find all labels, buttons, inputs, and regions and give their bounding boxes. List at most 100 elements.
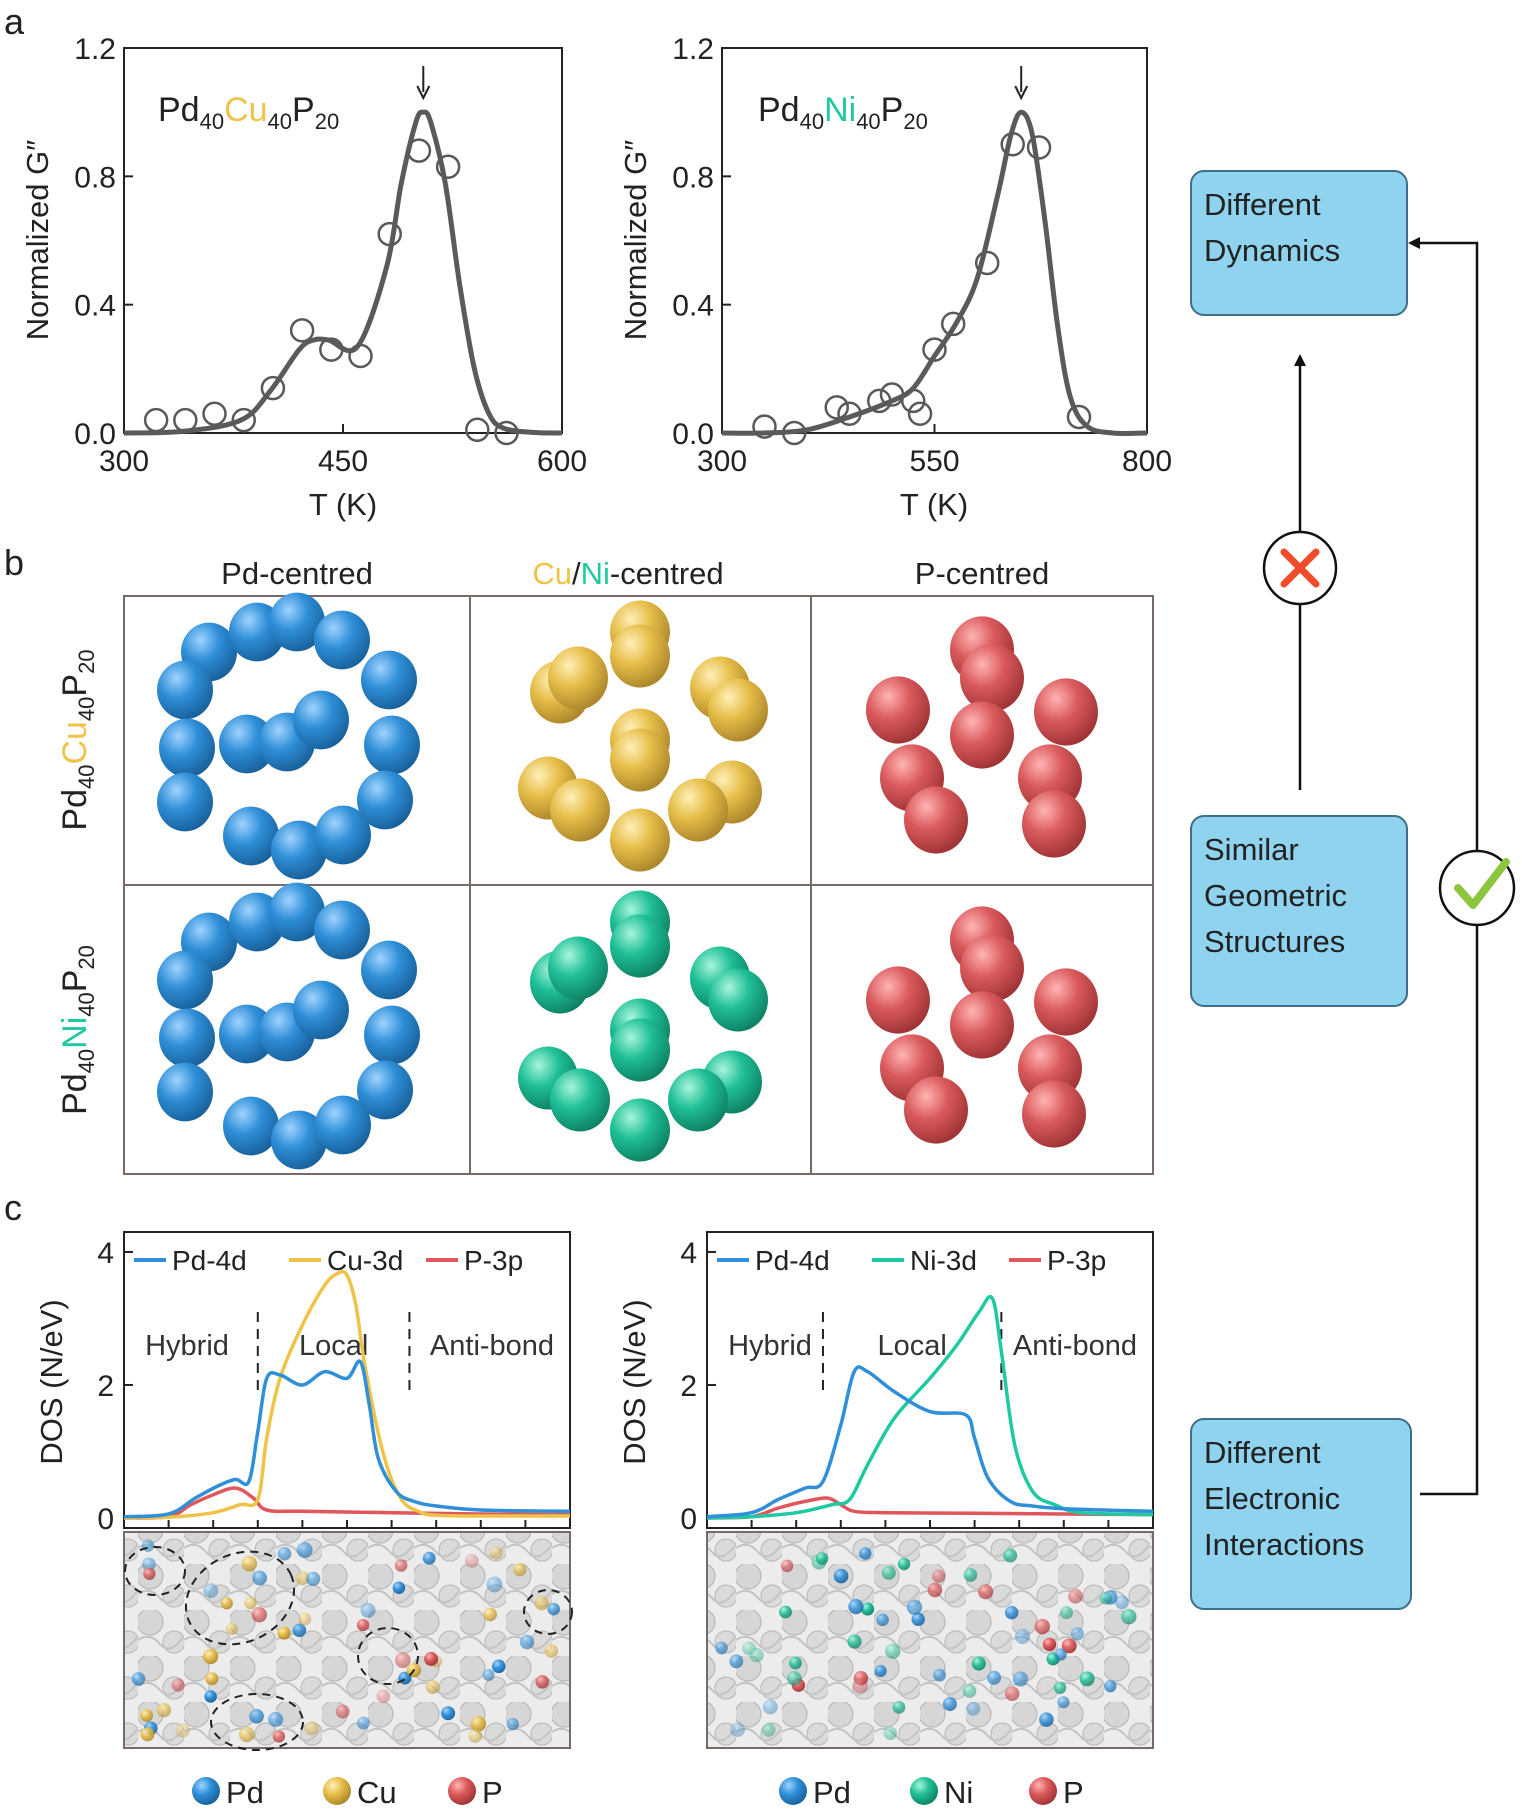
pd-atom <box>730 1722 745 1738</box>
ni-atom <box>815 1552 829 1565</box>
composition-label: Pd40Ni40P20 <box>758 91 928 134</box>
pd-atom <box>306 1571 321 1586</box>
atom-sphere <box>159 718 215 778</box>
p-atom <box>465 1554 479 1568</box>
atom-sphere <box>866 676 930 744</box>
atom-sphere <box>361 650 417 710</box>
ni-atom <box>1003 1548 1018 1563</box>
atom-sphere <box>315 1095 371 1155</box>
legend-label-pd: Pd <box>813 1775 851 1810</box>
ni-atom <box>963 1568 978 1582</box>
y-tick-label: 0.4 <box>672 290 714 323</box>
legend-label: Cu-3d <box>327 1245 403 1276</box>
atom-sphere <box>1022 790 1086 858</box>
ni-atom <box>971 1656 986 1671</box>
pd-atom <box>729 1654 744 1669</box>
data-point <box>465 417 490 443</box>
pd-atom <box>296 1542 313 1558</box>
fit-curve <box>123 109 563 436</box>
data-point <box>837 401 862 426</box>
pd-atom <box>1114 1595 1129 1610</box>
p-atom <box>356 1618 370 1632</box>
pd-atom <box>292 1623 307 1638</box>
box-line: Electronic <box>1204 1481 1341 1516</box>
atom-sphere <box>157 660 213 720</box>
data-point <box>824 395 849 420</box>
pd-atom <box>987 1670 1002 1685</box>
pd-atom <box>392 1581 406 1594</box>
dos-curve-cu-3d <box>123 1269 571 1520</box>
data-point <box>289 318 315 343</box>
pd-atom <box>142 1557 156 1572</box>
pd-atom <box>486 1576 503 1593</box>
pd-atom <box>1012 1671 1029 1687</box>
panel-c: 024 Hybrid Local Anti-bond Pd-4d Cu-3d P-3p … <box>34 1231 1154 1810</box>
p-atom <box>1061 1638 1077 1654</box>
data-point <box>901 388 926 414</box>
pd-centred-cluster <box>157 592 420 880</box>
data-point <box>435 154 461 179</box>
data-point <box>173 407 198 433</box>
cu-atom <box>483 1607 497 1622</box>
data-point <box>494 420 519 446</box>
y-axis-label: Normalized G″ <box>618 140 653 340</box>
cu-atom <box>140 1727 155 1742</box>
atom-sphere <box>610 728 670 792</box>
p-atom <box>1004 1686 1020 1701</box>
atom-sphere <box>1034 678 1098 746</box>
x-tick-label: 600 <box>537 445 587 478</box>
atom-sphere <box>361 940 417 1000</box>
ni-atom <box>789 1656 802 1670</box>
peak-arrow <box>1014 66 1029 101</box>
x-axis-label: T (K) <box>900 487 968 522</box>
p-atom <box>1068 1588 1083 1604</box>
p-atom <box>535 1674 550 1689</box>
pd-atom <box>906 1599 923 1615</box>
legend-label: P-3p <box>1047 1245 1106 1276</box>
data-point <box>143 407 169 433</box>
atom-sphere <box>708 968 768 1032</box>
p-atom <box>272 1730 286 1743</box>
peak-arrow-head <box>416 85 431 101</box>
pd-atom <box>203 1583 219 1599</box>
dos-chart-pdnip: 024 Hybrid Local Anti-bond Pd-4d Ni-3d P-3p … <box>617 1231 1154 1536</box>
atom-sphere <box>223 1096 279 1156</box>
box-line: Different <box>1204 1435 1321 1470</box>
ni-atom <box>1053 1681 1067 1694</box>
atom-sphere <box>223 806 279 866</box>
atom-legend-pdcup: Pd Cu P <box>192 1775 503 1810</box>
ni-atom-icon <box>910 1777 938 1805</box>
atom-sphere <box>550 1068 610 1132</box>
pd-atom-icon <box>779 1777 807 1805</box>
atom-legend-pdnip: Pd Ni P <box>779 1775 1084 1810</box>
cu-atom <box>140 1709 153 1722</box>
cu-atom <box>544 1644 559 1658</box>
pd-atom <box>249 1708 264 1724</box>
cu-atom <box>534 1596 549 1611</box>
region-label: Anti-bond <box>1013 1330 1137 1362</box>
composition-label: Pd40Cu40P20 <box>158 91 339 134</box>
legend-label: Pd-4d <box>755 1245 830 1276</box>
p-atom <box>143 1567 156 1580</box>
atom-sphere <box>157 950 213 1010</box>
atom-sphere <box>866 966 930 1034</box>
atom-sphere <box>269 592 325 652</box>
ni-atom <box>779 1605 792 1619</box>
p-atom-icon <box>1029 1777 1057 1805</box>
pd-atom <box>942 1697 957 1712</box>
data-point <box>1026 135 1052 160</box>
atom-sphere <box>219 714 275 774</box>
p-atom <box>424 1651 439 1666</box>
data-point <box>348 343 373 369</box>
pd-atom <box>141 1539 155 1552</box>
ni-atom <box>749 1647 764 1663</box>
box-line: Different <box>1204 187 1321 222</box>
atom-sphere <box>293 980 349 1040</box>
p-atom <box>927 1582 943 1598</box>
atom-sphere <box>610 914 670 978</box>
atom-sphere <box>159 1008 215 1068</box>
x-tick-label: 550 <box>909 445 959 478</box>
y-axis-label: DOS (N/eV) <box>34 1299 69 1464</box>
cu-atom <box>238 1726 255 1743</box>
